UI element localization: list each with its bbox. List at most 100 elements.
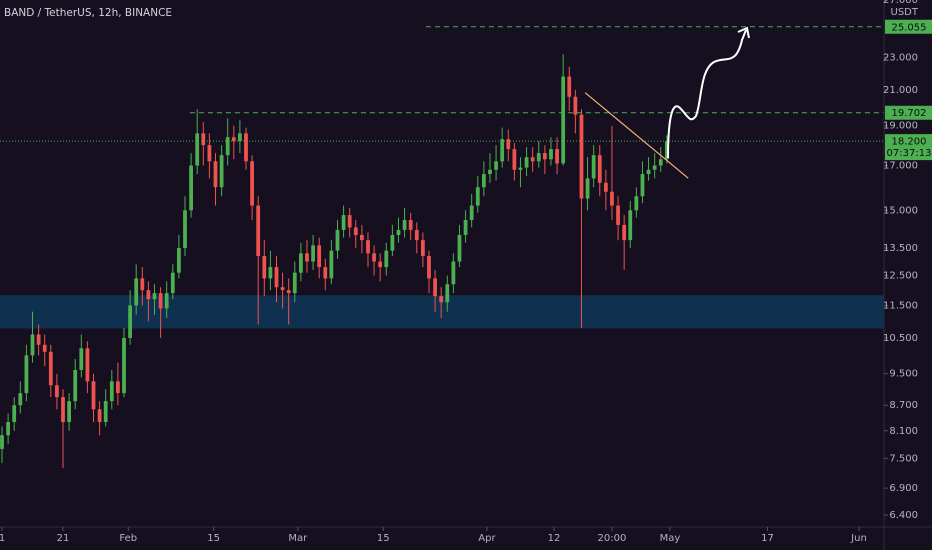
countdown-label: 07:37:13 — [887, 148, 932, 159]
candle-body — [201, 133, 206, 146]
candle-body — [475, 187, 480, 206]
x-tick-label: 17 — [761, 533, 774, 544]
candle-body — [280, 287, 285, 291]
candle-body — [567, 76, 572, 97]
candle-body — [109, 381, 114, 402]
y-tick-label: 8.700 — [889, 400, 918, 411]
candle-body — [183, 210, 187, 249]
candle-body — [646, 169, 651, 175]
candle-body — [597, 155, 602, 183]
x-tick-label: Feb — [119, 533, 137, 544]
candle-body — [658, 159, 663, 166]
candle-body — [213, 161, 218, 188]
forecast-arrow — [667, 29, 747, 159]
candle-body — [61, 397, 65, 423]
candle-body — [116, 381, 120, 394]
candle-body — [372, 253, 376, 262]
candle-body — [536, 153, 541, 162]
candle-body — [128, 305, 132, 338]
x-tick-label: 12 — [548, 533, 561, 544]
candle-body — [195, 133, 200, 166]
candle-body — [378, 261, 383, 268]
x-tick-label: 20:00 — [598, 533, 627, 544]
forecast-arrow-head — [737, 26, 750, 39]
overlay-layer — [0, 26, 884, 179]
candle-body — [347, 215, 352, 228]
candle-body — [250, 161, 254, 206]
candle-body — [518, 167, 523, 170]
candle-body — [311, 245, 315, 262]
candle-body — [335, 229, 340, 251]
y-tick-label: 10.500 — [883, 333, 918, 344]
candle-body — [225, 137, 230, 156]
candle-body — [219, 155, 224, 188]
candle-body — [366, 240, 370, 254]
y-tick-label: 9.500 — [889, 369, 918, 380]
level-label: 19.702 — [892, 108, 927, 119]
y-tick-label: 23.000 — [883, 52, 918, 63]
y-tick-label: 7.500 — [889, 453, 918, 464]
candle-body — [24, 355, 29, 394]
y-tick-label: 11.500 — [883, 300, 918, 311]
candle-body — [274, 267, 279, 288]
candle-body — [42, 344, 47, 352]
candle-body — [323, 267, 328, 279]
candle-body — [67, 401, 71, 423]
candle-body — [488, 169, 492, 175]
candle-body — [481, 174, 486, 188]
candle-body — [469, 205, 474, 220]
level-label: 25.055 — [892, 22, 927, 33]
candle-body — [256, 205, 261, 257]
candle-body — [158, 293, 163, 309]
candle-body — [500, 139, 505, 162]
candle-body — [79, 348, 84, 370]
x-tick-label: May — [660, 533, 681, 544]
candle-body — [231, 137, 236, 142]
candle-body — [152, 293, 157, 300]
y-tick-label: 27.000 — [883, 0, 918, 6]
x-tick-label: Jun — [850, 533, 867, 544]
y-tick-label: 12.500 — [883, 271, 918, 282]
level-badge — [885, 105, 932, 120]
candle-body — [439, 296, 444, 303]
candle-body — [244, 133, 248, 162]
y-tick-label: 6.900 — [889, 483, 918, 494]
candles-layer — [0, 54, 669, 468]
candle-body — [506, 139, 511, 150]
candle-body — [298, 253, 303, 273]
candle-body — [268, 267, 273, 279]
candle-body — [103, 401, 108, 423]
candle-body — [189, 165, 193, 211]
y-tick-label: 15.000 — [883, 205, 918, 216]
candle-body — [292, 272, 297, 294]
trendline — [584, 92, 689, 179]
candle-body — [542, 153, 547, 160]
candle-body — [555, 149, 559, 164]
candle-body — [0, 435, 4, 449]
x-tick-label: Apr — [478, 533, 496, 544]
candle-body — [97, 409, 102, 423]
candle-body — [524, 157, 529, 168]
current-price-badge — [885, 134, 932, 161]
candle-body — [6, 422, 11, 436]
candle-body — [140, 278, 145, 291]
candle-body — [616, 205, 620, 225]
candle-body — [30, 334, 35, 356]
x-tick-label: 1 — [0, 533, 5, 544]
chart-title: BAND / TetherUS, 12h, BINANCE — [4, 7, 172, 19]
candle-body — [652, 165, 657, 170]
candle-body — [603, 182, 608, 192]
candle-body — [433, 278, 437, 297]
candle-body — [353, 227, 358, 235]
candle-body — [36, 334, 41, 345]
candle-body — [634, 196, 639, 211]
candle-body — [384, 250, 389, 268]
candle-body — [561, 76, 566, 164]
candle-body — [408, 219, 413, 230]
candle-body — [445, 284, 450, 303]
candle-body — [12, 405, 17, 423]
candle-body — [164, 293, 169, 309]
candle-body — [585, 178, 590, 199]
candle-body — [591, 155, 596, 179]
